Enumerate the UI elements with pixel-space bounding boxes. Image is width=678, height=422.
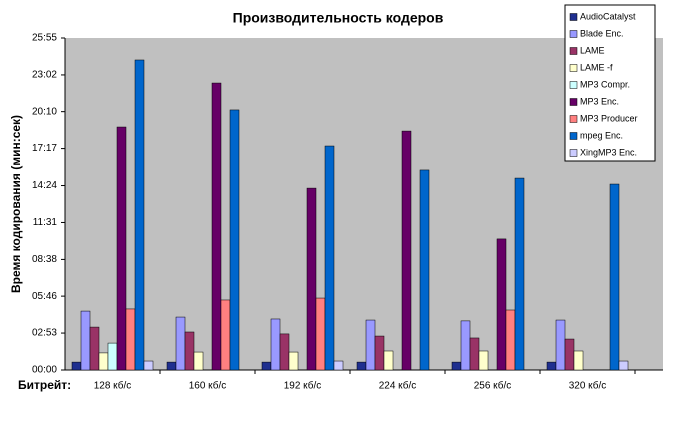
legend-label: LAME <box>580 45 605 55</box>
bar <box>306 187 317 371</box>
bar <box>98 352 109 371</box>
x-tick-label: 256 кб/с <box>474 380 512 392</box>
y-tick-label: 11:31 <box>33 217 58 228</box>
bar <box>478 350 489 371</box>
bar <box>107 342 118 371</box>
bar <box>356 361 367 371</box>
x-tick-label: 192 кб/с <box>284 380 322 392</box>
legend-swatch <box>569 64 578 72</box>
legend-swatch <box>569 115 578 123</box>
bar <box>288 351 299 371</box>
bar <box>270 318 281 371</box>
bar <box>555 319 566 371</box>
legend-swatch <box>569 30 578 38</box>
bar <box>505 309 516 371</box>
legend-label: mpeg Enc. <box>580 130 623 140</box>
bar <box>374 335 385 371</box>
y-tick-label: 00:00 <box>32 365 57 376</box>
bar <box>143 360 154 371</box>
bar <box>193 351 204 371</box>
chart-title: Производительность кодеров <box>233 10 444 26</box>
legend-label: MP3 Producer <box>580 113 638 123</box>
legend-swatch <box>569 47 578 55</box>
y-axis-title: Время кодирования (мин:сек) <box>9 115 23 293</box>
bar <box>514 177 525 371</box>
x-tick-label: 160 кб/с <box>189 380 227 392</box>
y-tick-label: 17:17 <box>32 143 57 154</box>
x-axis-title: Битрейт: <box>18 378 71 392</box>
x-tick-label: 128 кб/с <box>94 380 132 392</box>
bar <box>71 361 82 371</box>
bar <box>89 326 100 371</box>
bar <box>469 337 480 371</box>
bar <box>333 360 344 371</box>
legend-label: MP3 Enc. <box>580 96 619 106</box>
legend-label: AudioCatalyst <box>580 11 636 21</box>
bar <box>383 350 394 371</box>
bar <box>166 361 177 371</box>
bar <box>419 169 430 371</box>
y-tick-label: 02:53 <box>32 328 57 339</box>
bar <box>460 320 471 371</box>
bar <box>261 361 272 371</box>
bar <box>211 82 222 371</box>
legend-swatch <box>569 98 578 106</box>
bar <box>125 308 136 371</box>
bar <box>279 333 290 371</box>
legend-swatch <box>569 132 578 140</box>
bar <box>365 319 376 371</box>
bar <box>80 310 91 371</box>
bar <box>573 350 584 371</box>
legend-swatch <box>569 13 578 21</box>
bar <box>116 126 127 371</box>
legend-label: MP3 Compr. <box>580 79 630 89</box>
bar <box>496 238 507 371</box>
plot-area <box>65 38 663 370</box>
bar <box>564 338 575 371</box>
legend-label: XingMP3 Enc. <box>580 147 637 157</box>
y-tick-label: 25:55 <box>32 33 57 44</box>
bar <box>134 59 145 371</box>
x-tick-label: 320 кб/с <box>569 380 607 392</box>
bar <box>175 316 186 371</box>
bar <box>315 297 326 371</box>
y-tick-label: 20:10 <box>32 106 57 117</box>
y-tick-label: 23:02 <box>32 70 57 81</box>
bar <box>618 360 629 371</box>
bar <box>229 109 240 371</box>
legend-label: Blade Enc. <box>580 28 624 38</box>
bar <box>220 299 231 371</box>
bar <box>401 130 412 371</box>
y-tick-label: 14:24 <box>32 180 57 191</box>
bar <box>546 361 557 371</box>
x-tick-label: 224 кб/с <box>379 380 417 392</box>
legend-swatch <box>569 81 578 89</box>
bar <box>324 145 335 371</box>
legend-box <box>564 4 656 162</box>
bar <box>184 331 195 371</box>
y-tick-label: 08:38 <box>32 254 57 265</box>
legend-swatch <box>569 149 578 157</box>
y-tick-label: 05:46 <box>32 291 57 302</box>
legend-label: LAME -f <box>580 62 613 72</box>
bar <box>609 183 620 371</box>
bar <box>451 361 462 371</box>
